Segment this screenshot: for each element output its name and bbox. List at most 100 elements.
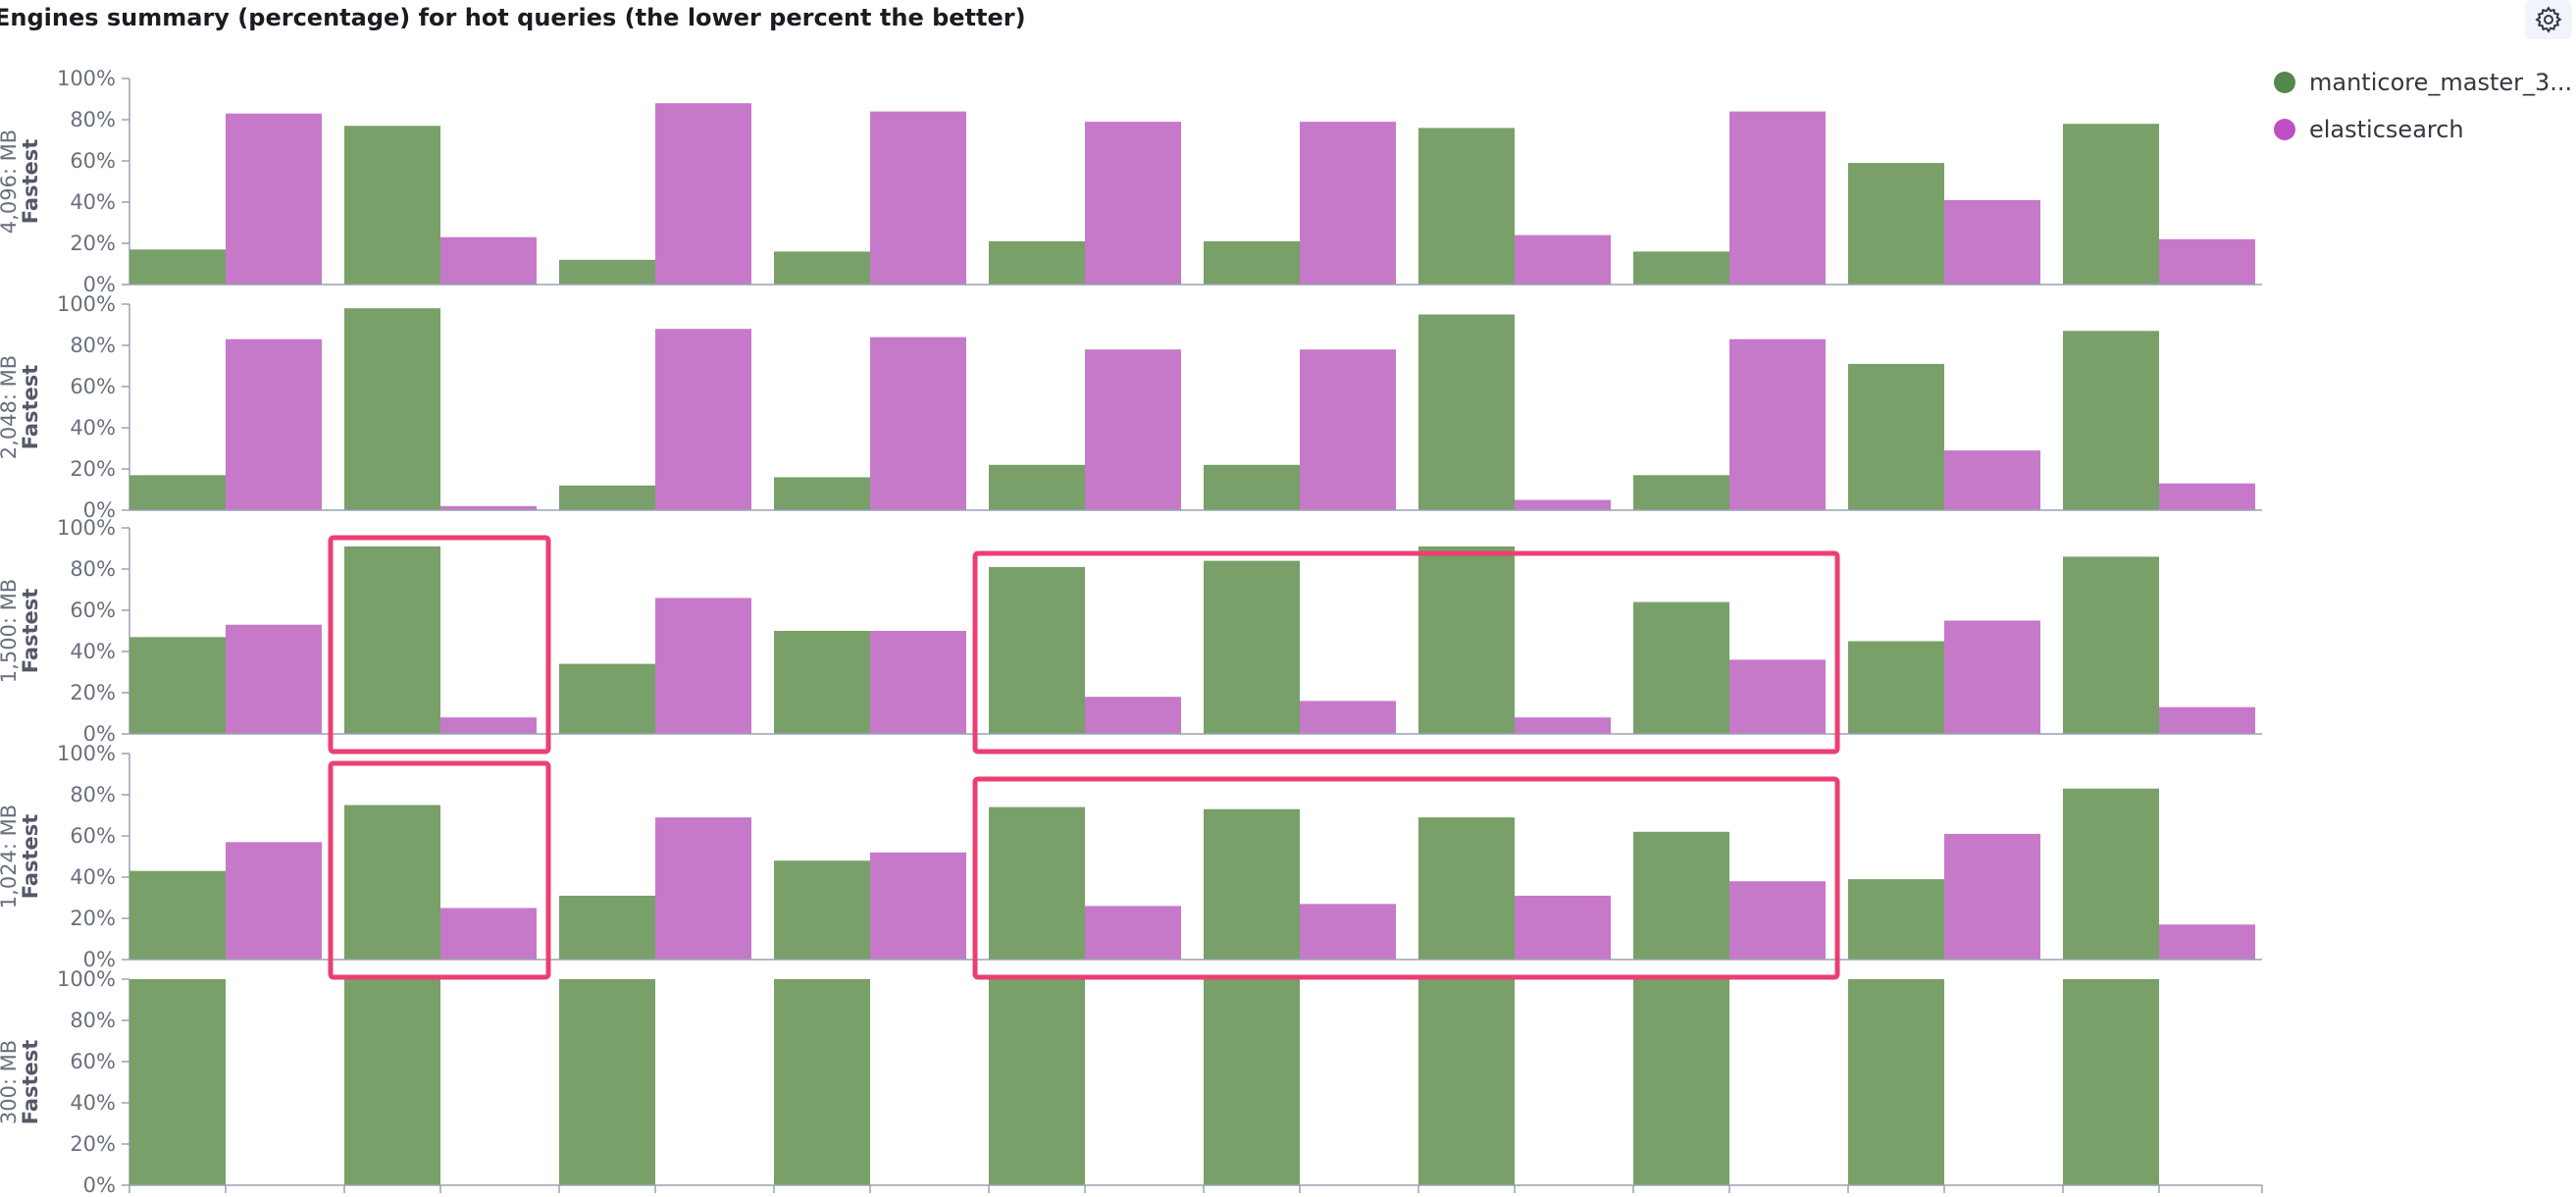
bar-elasticsearch[interactable] bbox=[440, 236, 537, 285]
bar-manticore[interactable] bbox=[989, 979, 1085, 1185]
bar-manticore[interactable] bbox=[1633, 475, 1729, 510]
bar-manticore[interactable] bbox=[1204, 240, 1300, 285]
bar-elasticsearch[interactable] bbox=[1515, 234, 1611, 285]
bar-elasticsearch[interactable] bbox=[1515, 499, 1611, 511]
legend-item-elasticsearch[interactable]: elasticsearch bbox=[2274, 116, 2464, 143]
y-tick-label: 100% bbox=[57, 67, 116, 90]
bar-manticore[interactable] bbox=[344, 126, 440, 285]
bar-elasticsearch[interactable] bbox=[1944, 450, 2040, 510]
bar-manticore[interactable] bbox=[1418, 979, 1515, 1185]
bar-elasticsearch[interactable] bbox=[440, 505, 537, 510]
bar-manticore[interactable] bbox=[344, 308, 440, 510]
bar-elasticsearch[interactable] bbox=[655, 103, 751, 285]
bar-manticore[interactable] bbox=[1204, 979, 1300, 1185]
bar-elasticsearch[interactable] bbox=[2159, 238, 2255, 285]
bar-elasticsearch[interactable] bbox=[226, 842, 322, 960]
bar-manticore[interactable] bbox=[1204, 464, 1300, 510]
bar-elasticsearch[interactable] bbox=[870, 337, 966, 510]
bar-manticore[interactable] bbox=[1633, 831, 1729, 960]
bar-elasticsearch[interactable] bbox=[2159, 483, 2255, 510]
bar-manticore[interactable] bbox=[774, 631, 870, 734]
bar-manticore[interactable] bbox=[129, 870, 226, 960]
bar-manticore[interactable] bbox=[344, 979, 440, 1185]
bar-manticore[interactable] bbox=[774, 251, 870, 285]
bar-manticore[interactable] bbox=[774, 979, 870, 1185]
bar-manticore[interactable] bbox=[989, 807, 1085, 960]
bar-elasticsearch[interactable] bbox=[226, 113, 322, 285]
bar-manticore[interactable] bbox=[129, 637, 226, 734]
bar-manticore[interactable] bbox=[1848, 163, 1944, 285]
bar-manticore[interactable] bbox=[1848, 641, 1944, 735]
settings-button[interactable] bbox=[2525, 0, 2572, 39]
legend-swatch-manticore bbox=[2274, 72, 2295, 93]
bar-elasticsearch[interactable] bbox=[870, 852, 966, 960]
bar-elasticsearch[interactable] bbox=[870, 111, 966, 285]
bar-elasticsearch[interactable] bbox=[1944, 620, 2040, 735]
bar-elasticsearch[interactable] bbox=[1515, 895, 1611, 960]
bar-manticore[interactable] bbox=[2063, 979, 2159, 1185]
bar-manticore[interactable] bbox=[774, 860, 870, 960]
y-tick-label: 100% bbox=[57, 516, 116, 540]
bar-manticore[interactable] bbox=[1418, 314, 1515, 511]
bar-manticore[interactable] bbox=[2063, 331, 2159, 510]
bar-manticore[interactable] bbox=[1848, 979, 1944, 1185]
bar-elasticsearch[interactable] bbox=[1085, 349, 1181, 510]
bar-manticore[interactable] bbox=[559, 485, 655, 510]
bar-elasticsearch[interactable] bbox=[655, 598, 751, 734]
bar-elasticsearch[interactable] bbox=[1300, 904, 1396, 960]
bar-manticore[interactable] bbox=[989, 464, 1085, 510]
bar-manticore[interactable] bbox=[1848, 879, 1944, 960]
bar-manticore[interactable] bbox=[1204, 808, 1300, 960]
chart-title: Engines summary (percentage) for hot que… bbox=[0, 4, 1026, 31]
bar-elasticsearch[interactable] bbox=[226, 338, 322, 510]
bar-manticore[interactable] bbox=[559, 259, 655, 285]
bar-elasticsearch[interactable] bbox=[1944, 833, 2040, 960]
bar-manticore[interactable] bbox=[129, 979, 226, 1185]
bar-elasticsearch[interactable] bbox=[440, 717, 537, 734]
bar-elasticsearch[interactable] bbox=[1729, 338, 1826, 510]
bar-manticore[interactable] bbox=[344, 546, 440, 734]
bar-elasticsearch[interactable] bbox=[655, 817, 751, 960]
bar-elasticsearch[interactable] bbox=[1729, 659, 1826, 734]
bar-elasticsearch[interactable] bbox=[1085, 906, 1181, 960]
bar-manticore[interactable] bbox=[2063, 124, 2159, 285]
legend-swatch-elasticsearch bbox=[2274, 119, 2295, 140]
bar-manticore[interactable] bbox=[989, 240, 1085, 285]
bar-manticore[interactable] bbox=[344, 805, 440, 961]
bar-elasticsearch[interactable] bbox=[1085, 122, 1181, 285]
bar-elasticsearch[interactable] bbox=[1085, 697, 1181, 734]
bar-manticore[interactable] bbox=[559, 663, 655, 734]
bar-elasticsearch[interactable] bbox=[1300, 122, 1396, 285]
bar-manticore[interactable] bbox=[2063, 556, 2159, 734]
bar-manticore[interactable] bbox=[2063, 788, 2159, 960]
bar-elasticsearch[interactable] bbox=[1300, 701, 1396, 734]
bar-elasticsearch[interactable] bbox=[1944, 199, 2040, 285]
bar-manticore[interactable] bbox=[1633, 251, 1729, 285]
bar-manticore[interactable] bbox=[559, 895, 655, 960]
bar-elasticsearch[interactable] bbox=[655, 329, 751, 510]
bar-elasticsearch[interactable] bbox=[1300, 349, 1396, 510]
bar-manticore[interactable] bbox=[129, 249, 226, 285]
bar-elasticsearch[interactable] bbox=[1515, 717, 1611, 734]
bar-manticore[interactable] bbox=[1633, 979, 1729, 1185]
bar-manticore[interactable] bbox=[1633, 601, 1729, 734]
bar-elasticsearch[interactable] bbox=[870, 631, 966, 734]
bar-manticore[interactable] bbox=[129, 475, 226, 510]
bar-elasticsearch[interactable] bbox=[2159, 706, 2255, 734]
bar-manticore[interactable] bbox=[1204, 560, 1300, 734]
bar-elasticsearch[interactable] bbox=[2159, 924, 2255, 960]
bar-manticore[interactable] bbox=[774, 477, 870, 510]
bar-manticore[interactable] bbox=[989, 566, 1085, 734]
bar-manticore[interactable] bbox=[559, 979, 655, 1185]
bar-elasticsearch[interactable] bbox=[1729, 111, 1826, 285]
bar-elasticsearch[interactable] bbox=[440, 908, 537, 961]
bar-manticore[interactable] bbox=[1418, 546, 1515, 734]
bar-elasticsearch[interactable] bbox=[1729, 881, 1826, 960]
bar-manticore[interactable] bbox=[1848, 363, 1944, 510]
bar-manticore[interactable] bbox=[1418, 817, 1515, 960]
facet-row-sublabel: Fastest bbox=[19, 1040, 42, 1125]
legend-item-manticore[interactable]: manticore_master_3... bbox=[2274, 69, 2572, 96]
bar-manticore[interactable] bbox=[1418, 128, 1515, 285]
bar-elasticsearch[interactable] bbox=[226, 624, 322, 734]
